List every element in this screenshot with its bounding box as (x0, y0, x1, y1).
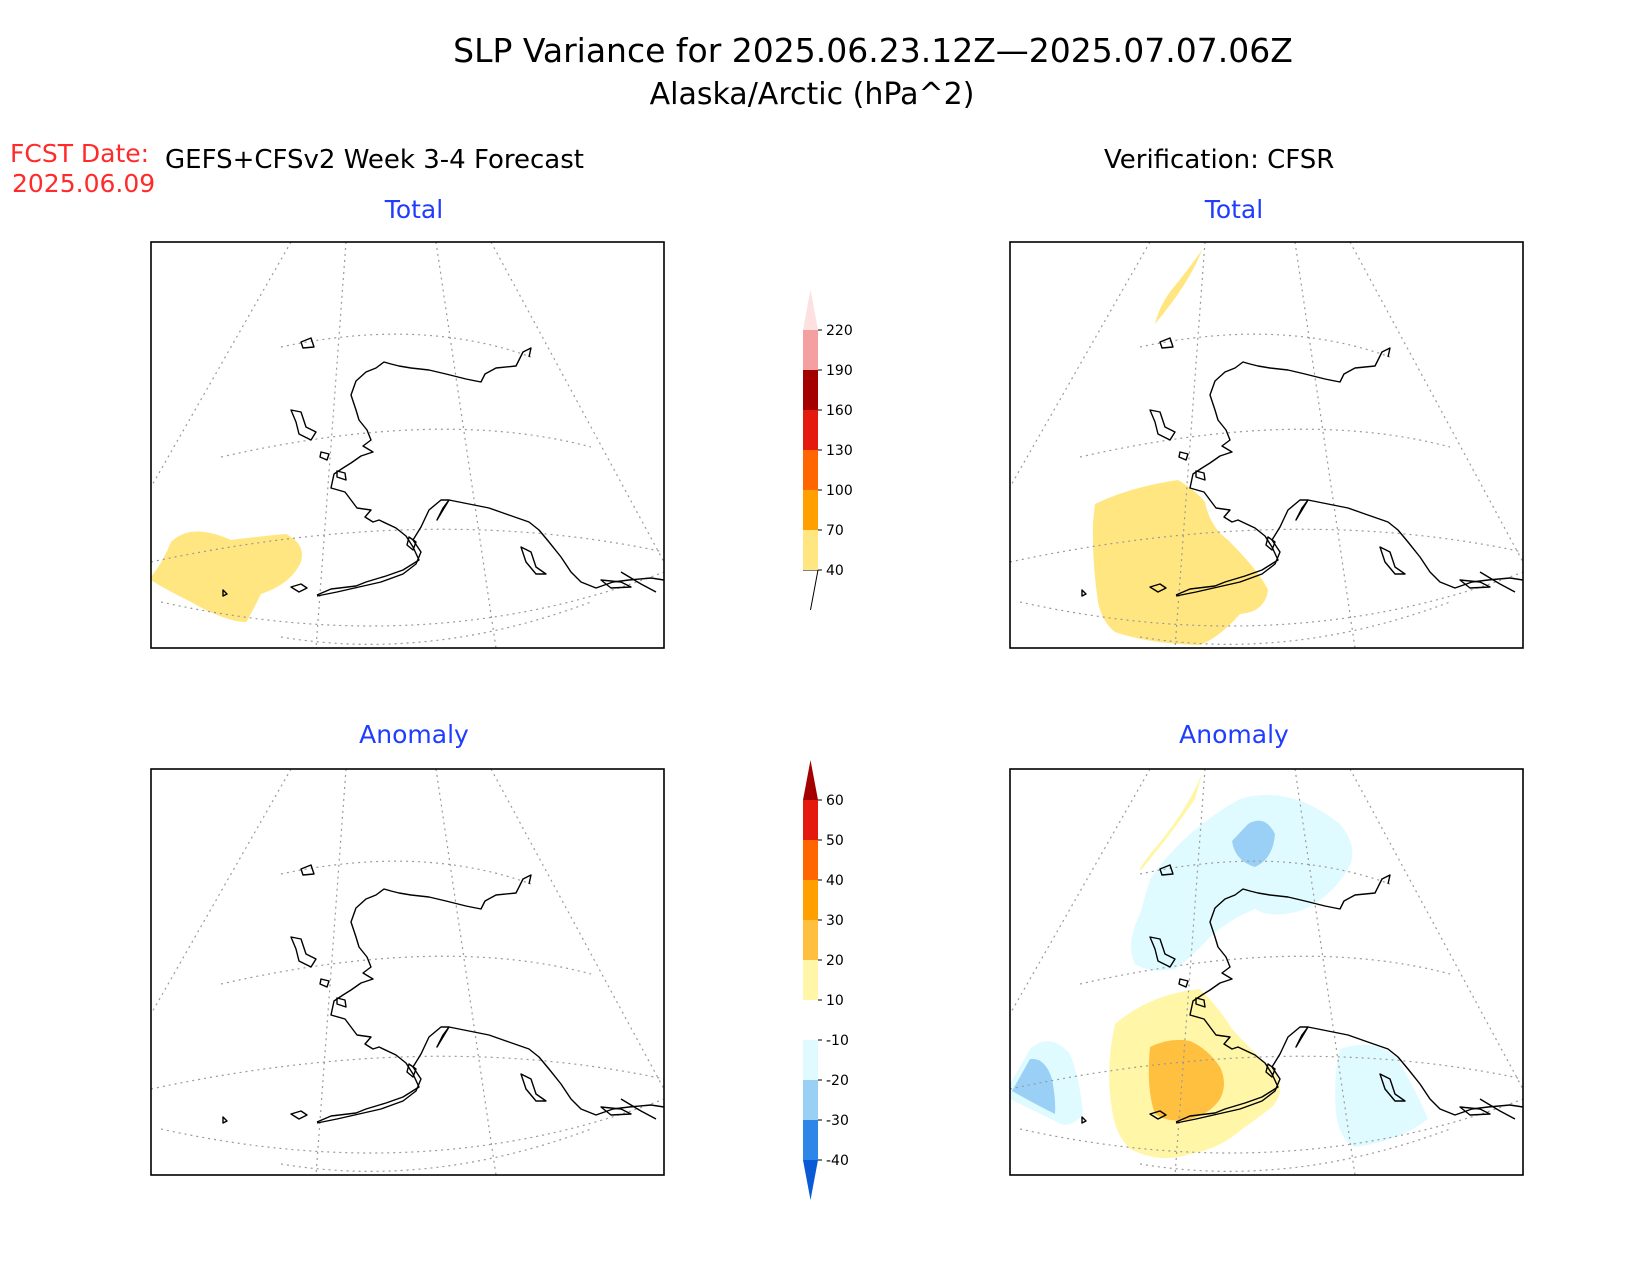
colorbar-tick-label: 40 (826, 563, 844, 579)
colorbar-swatch (803, 800, 818, 840)
panel-frame (1009, 768, 1524, 1176)
verification-anomaly-map (1009, 768, 1524, 1176)
figure-title: SLP Variance for 2025.06.23.12Z—2025.07.… (453, 31, 1293, 70)
colorbar-tick-label: 60 (826, 793, 844, 809)
fcst-date-value: 2025.06.09 (12, 169, 155, 198)
colorbar-low-end (803, 1160, 818, 1200)
anomaly-region-negative (1012, 1058, 1056, 1114)
variance-region (1155, 250, 1202, 324)
colorbar-swatch (803, 920, 818, 960)
verification-total-map (1009, 241, 1524, 649)
verification-anomaly-label: Anomaly (1179, 720, 1289, 749)
colorbar-tick-label: 130 (826, 443, 853, 459)
colorbar-swatch (803, 530, 818, 570)
variance-region (151, 531, 302, 623)
forecast-anomaly-label: Anomaly (359, 720, 469, 749)
anomaly-region-negative (1232, 820, 1275, 867)
colorbar-tick-label: 220 (826, 323, 853, 339)
colorbar-tick-label: -40 (826, 1153, 849, 1169)
colorbar-tick-label: -30 (826, 1113, 849, 1129)
colorbar-swatch (803, 960, 818, 1000)
colorbar-swatch (803, 880, 818, 920)
panel-frame (150, 768, 665, 1176)
colorbar-tick-label: 10 (826, 993, 844, 1009)
colorbar-high-end (803, 760, 818, 800)
colorbar-tick-label: 70 (826, 523, 844, 539)
colorbar-tick-label: 50 (826, 833, 844, 849)
forecast-total-label: Total (384, 195, 443, 224)
verification-heading: Verification: CFSR (1104, 145, 1334, 175)
total-colorbar: 40 70 100 130 160 190 220 (803, 290, 853, 611)
forecast-total-map (150, 241, 665, 649)
colorbar-tick-label: 190 (826, 363, 853, 379)
variance-region (1092, 480, 1268, 645)
colorbar-swatch (803, 490, 818, 530)
colorbar-swatch (803, 1120, 818, 1160)
panel-frame (150, 241, 665, 649)
anomaly-region-positive (1139, 774, 1202, 870)
colorbar-swatch (803, 1000, 818, 1040)
colorbar-tick-label: 20 (826, 953, 844, 969)
colorbar-swatch (803, 1080, 818, 1120)
figure-subtitle: Alaska/Arctic (hPa^2) (650, 77, 975, 112)
colorbar-tick-label: 30 (826, 913, 844, 929)
anomaly-colorbar: -40 -30 -20 -10 10 20 30 40 50 60 (803, 760, 849, 1200)
anomaly-region-negative (1335, 1044, 1428, 1147)
forecast-anomaly-map (150, 768, 665, 1176)
colorbar-swatch (803, 840, 818, 880)
colorbar-swatch (803, 410, 818, 450)
forecast-heading: GEFS+CFSv2 Week 3-4 Forecast (165, 145, 584, 175)
anomaly-region-positive (1148, 1039, 1224, 1121)
fcst-date-label: FCST Date: (10, 139, 149, 168)
colorbar-swatch (803, 370, 818, 410)
verification-total-label: Total (1204, 195, 1263, 224)
colorbar-tick-label: -20 (826, 1073, 849, 1089)
colorbar-swatch (803, 450, 818, 490)
colorbar-low-end (803, 569, 819, 611)
panel-frame (1009, 241, 1524, 649)
colorbar-tick-label: 100 (826, 483, 853, 499)
colorbar-tick-label: 160 (826, 403, 853, 419)
colorbar-swatch (803, 1040, 818, 1080)
anomaly-region-negative (1131, 794, 1353, 971)
colorbar-high-end (803, 290, 818, 330)
colorbar-tick-label: -10 (826, 1033, 849, 1049)
colorbar-swatch (803, 330, 818, 370)
colorbar-tick-label: 40 (826, 873, 844, 889)
